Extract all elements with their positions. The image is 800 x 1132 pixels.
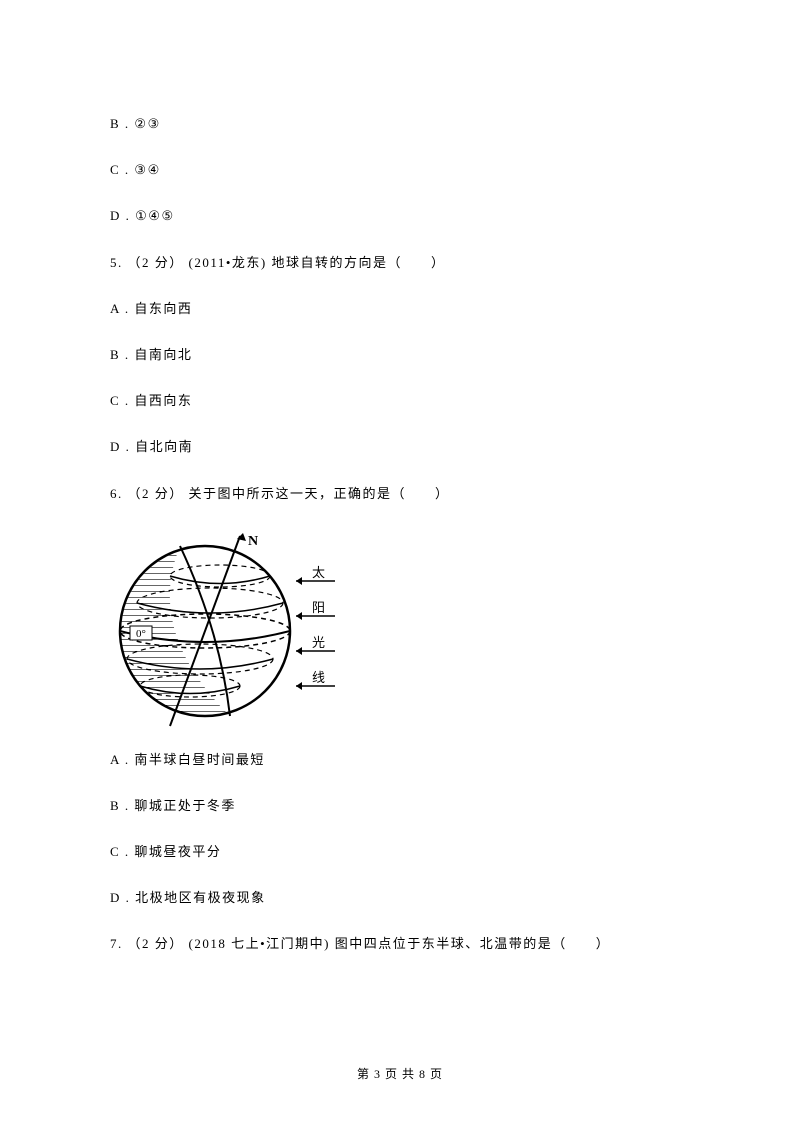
option-d-prev: D . ①④⑤: [110, 207, 690, 225]
question-6-option-c: C . 聊城昼夜平分: [110, 843, 690, 861]
option-b-prev: B . ②③: [110, 115, 690, 133]
north-pole-label: N: [248, 534, 258, 549]
question-5-option-a: A . 自东向西: [110, 300, 690, 318]
question-7-stem: 7. （2 分） (2018 七上•江门期中) 图中四点位于东半球、北温带的是（…: [110, 935, 690, 953]
question-6-option-b: B . 聊城正处于冬季: [110, 797, 690, 815]
question-5-stem: 5. （2 分） (2011•龙东) 地球自转的方向是（ ）: [110, 254, 690, 272]
earth-diagram-container: 0° N 太 阳 光 线: [110, 531, 690, 731]
option-c-prev: C . ③④: [110, 161, 690, 179]
sunray-label-1: 太: [312, 565, 325, 580]
equator-label: 0°: [136, 628, 146, 640]
sunray-label-3: 光: [312, 635, 325, 650]
question-5-option-d: D . 自北向南: [110, 438, 690, 456]
question-6-option-d: D . 北极地区有极夜现象: [110, 889, 690, 907]
question-5-option-b: B . 自南向北: [110, 346, 690, 364]
sunray-label-4: 线: [312, 670, 325, 685]
sunray-label-2: 阳: [312, 600, 325, 615]
question-6-option-a: A . 南半球白昼时间最短: [110, 751, 690, 769]
question-6-stem: 6. （2 分） 关于图中所示这一天，正确的是（ ）: [110, 485, 690, 503]
page-footer: 第 3 页 共 8 页: [0, 1065, 800, 1082]
page-content: B . ②③ C . ③④ D . ①④⑤ 5. （2 分） (2011•龙东)…: [0, 0, 800, 954]
question-5-option-c: C . 自西向东: [110, 392, 690, 410]
earth-illumination-diagram: 0° N 太 阳 光 线: [110, 531, 340, 731]
